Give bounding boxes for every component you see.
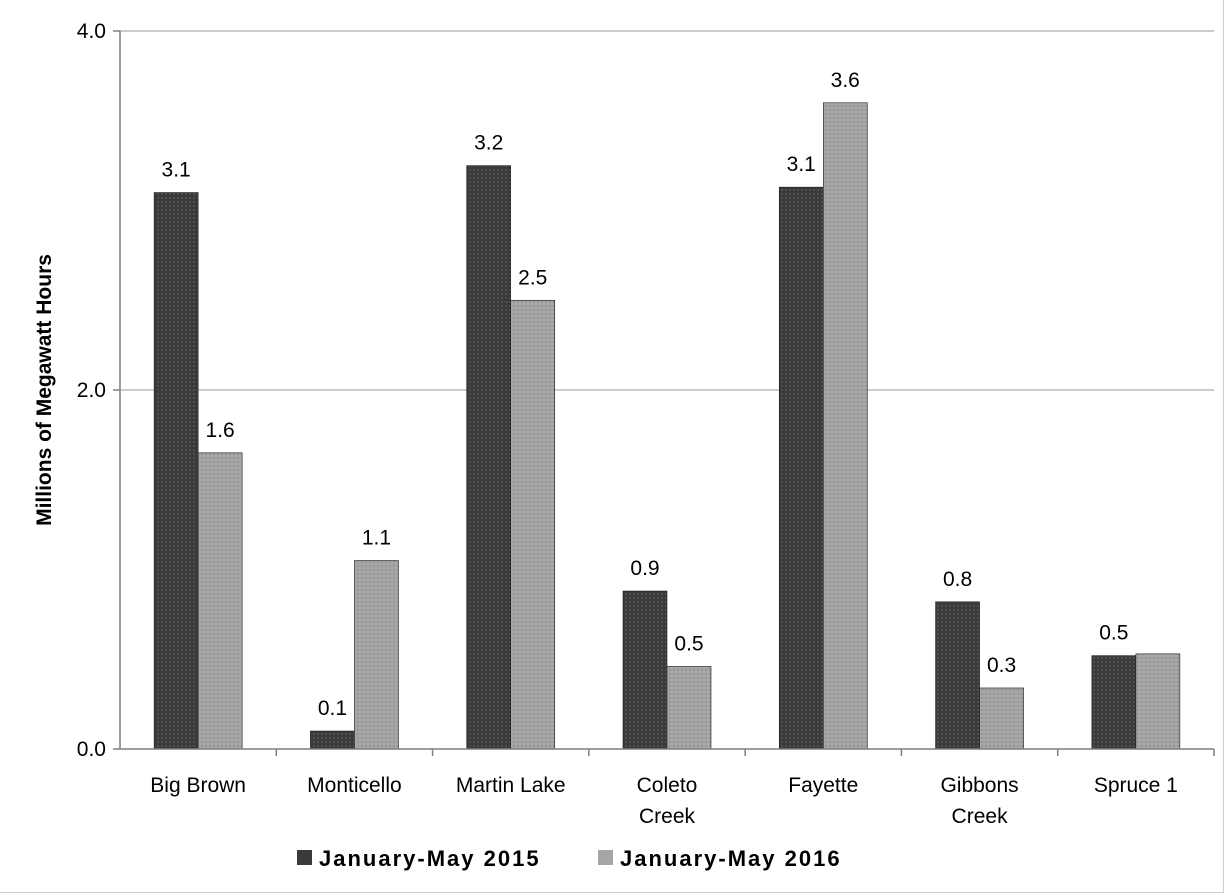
bar-2015 [153, 192, 199, 750]
x-category-label: Creek [952, 805, 1009, 828]
bar-2015 [935, 601, 980, 750]
data-label: 0.1 [318, 697, 347, 720]
bar-2016 [666, 666, 712, 750]
legend-swatch [297, 850, 312, 865]
legend-label: January-May 2015 [319, 846, 541, 871]
x-category-label: Coleto [637, 774, 698, 797]
data-label: 2.5 [518, 266, 547, 289]
bar-2015 [622, 590, 668, 750]
x-category-label: Gibbons [940, 774, 1018, 797]
x-category-label: Fayette [788, 774, 858, 797]
legend-swatch [598, 850, 613, 865]
data-label: 0.3 [987, 654, 1016, 677]
data-label: 0.5 [1099, 622, 1128, 645]
y-tick-label: 4.0 [77, 20, 106, 43]
data-label: 0.8 [943, 568, 972, 591]
bar-2015 [310, 730, 355, 750]
bar-2016 [979, 687, 1024, 750]
data-label: 1.6 [206, 419, 235, 442]
x-category-label: Monticello [307, 774, 402, 797]
bar-2016 [1135, 653, 1181, 750]
bar-2015 [1091, 655, 1137, 750]
legend-label: January-May 2016 [620, 846, 842, 871]
data-label: 3.1 [787, 153, 816, 176]
bar-2016 [354, 560, 399, 750]
data-label: 3.2 [474, 132, 503, 155]
bar-2016 [510, 299, 556, 750]
bar-2016 [822, 102, 868, 750]
legend: January-May 2015 January-May 2016 [297, 846, 842, 871]
data-label: 3.1 [162, 159, 191, 182]
bar-2015 [778, 186, 824, 750]
x-category-label: Spruce 1 [1094, 774, 1178, 797]
data-label: 1.1 [362, 527, 391, 550]
y-axis-title: Millions of Megawatt Hours [33, 254, 56, 526]
data-label: 0.5 [674, 632, 703, 655]
x-category-label: Creek [639, 805, 696, 828]
bar-2016 [197, 452, 243, 750]
data-label: 0.9 [630, 557, 659, 580]
x-category-label: Big Brown [150, 774, 246, 797]
y-tick-label: 0.0 [77, 738, 106, 761]
x-category-label: Martin Lake [456, 774, 566, 797]
bar-2015 [466, 165, 512, 750]
data-label: 3.6 [831, 69, 860, 92]
y-tick-label: 2.0 [77, 379, 106, 402]
